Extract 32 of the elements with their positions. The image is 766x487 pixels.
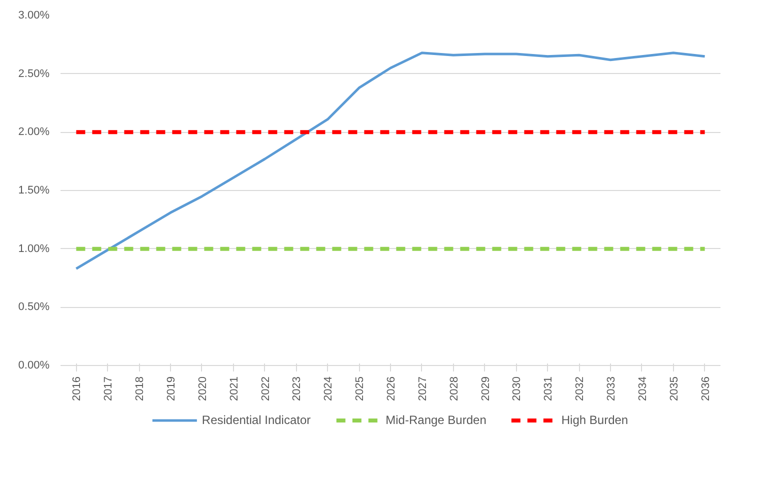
x-tick-label: 2032 bbox=[574, 376, 586, 401]
x-tick-label: 2035 bbox=[668, 376, 680, 401]
x-tick-label: 2030 bbox=[511, 376, 524, 401]
legend-label: Residential Indicator bbox=[202, 413, 311, 427]
x-tick-label: 2019 bbox=[166, 376, 178, 401]
x-tick-label: 2028 bbox=[448, 376, 460, 401]
x-tick-label: 2022 bbox=[260, 376, 272, 401]
y-tick-label: 0.50% bbox=[18, 301, 50, 314]
x-tick-label: 2036 bbox=[700, 376, 712, 401]
x-tick-label: 2016 bbox=[71, 376, 84, 401]
x-tick-label: 2021 bbox=[228, 376, 240, 401]
y-tick-label: 2.00% bbox=[18, 126, 50, 138]
y-tick-label: 2.50% bbox=[18, 68, 50, 80]
x-tick-label: 2017 bbox=[102, 376, 115, 401]
x-tick-label: 2033 bbox=[606, 376, 618, 401]
line-series bbox=[74, 52, 706, 270]
y-tick-label: 0.00% bbox=[18, 360, 50, 372]
x-tick-label: 2034 bbox=[636, 376, 649, 401]
x-tick-label: 2024 bbox=[322, 376, 335, 401]
legend-label: High Burden bbox=[561, 413, 628, 427]
legend-label: Mid-Range Burden bbox=[386, 413, 486, 427]
x-tick-label: 2026 bbox=[386, 376, 398, 401]
x-tick-label: 2029 bbox=[480, 376, 492, 401]
x-tick-label: 2020 bbox=[196, 376, 209, 401]
x-tick-label: 2018 bbox=[134, 376, 146, 401]
x-tick-label: 2025 bbox=[354, 376, 366, 401]
x-tick-label: 2027 bbox=[416, 376, 429, 401]
x-tick-label: 2023 bbox=[291, 376, 304, 401]
x-tick-label: 2031 bbox=[542, 376, 555, 401]
y-tick-label: 3.00% bbox=[18, 10, 50, 22]
y-tick-label: 1.50% bbox=[18, 184, 50, 196]
y-tick-label: 1.00% bbox=[18, 242, 50, 255]
